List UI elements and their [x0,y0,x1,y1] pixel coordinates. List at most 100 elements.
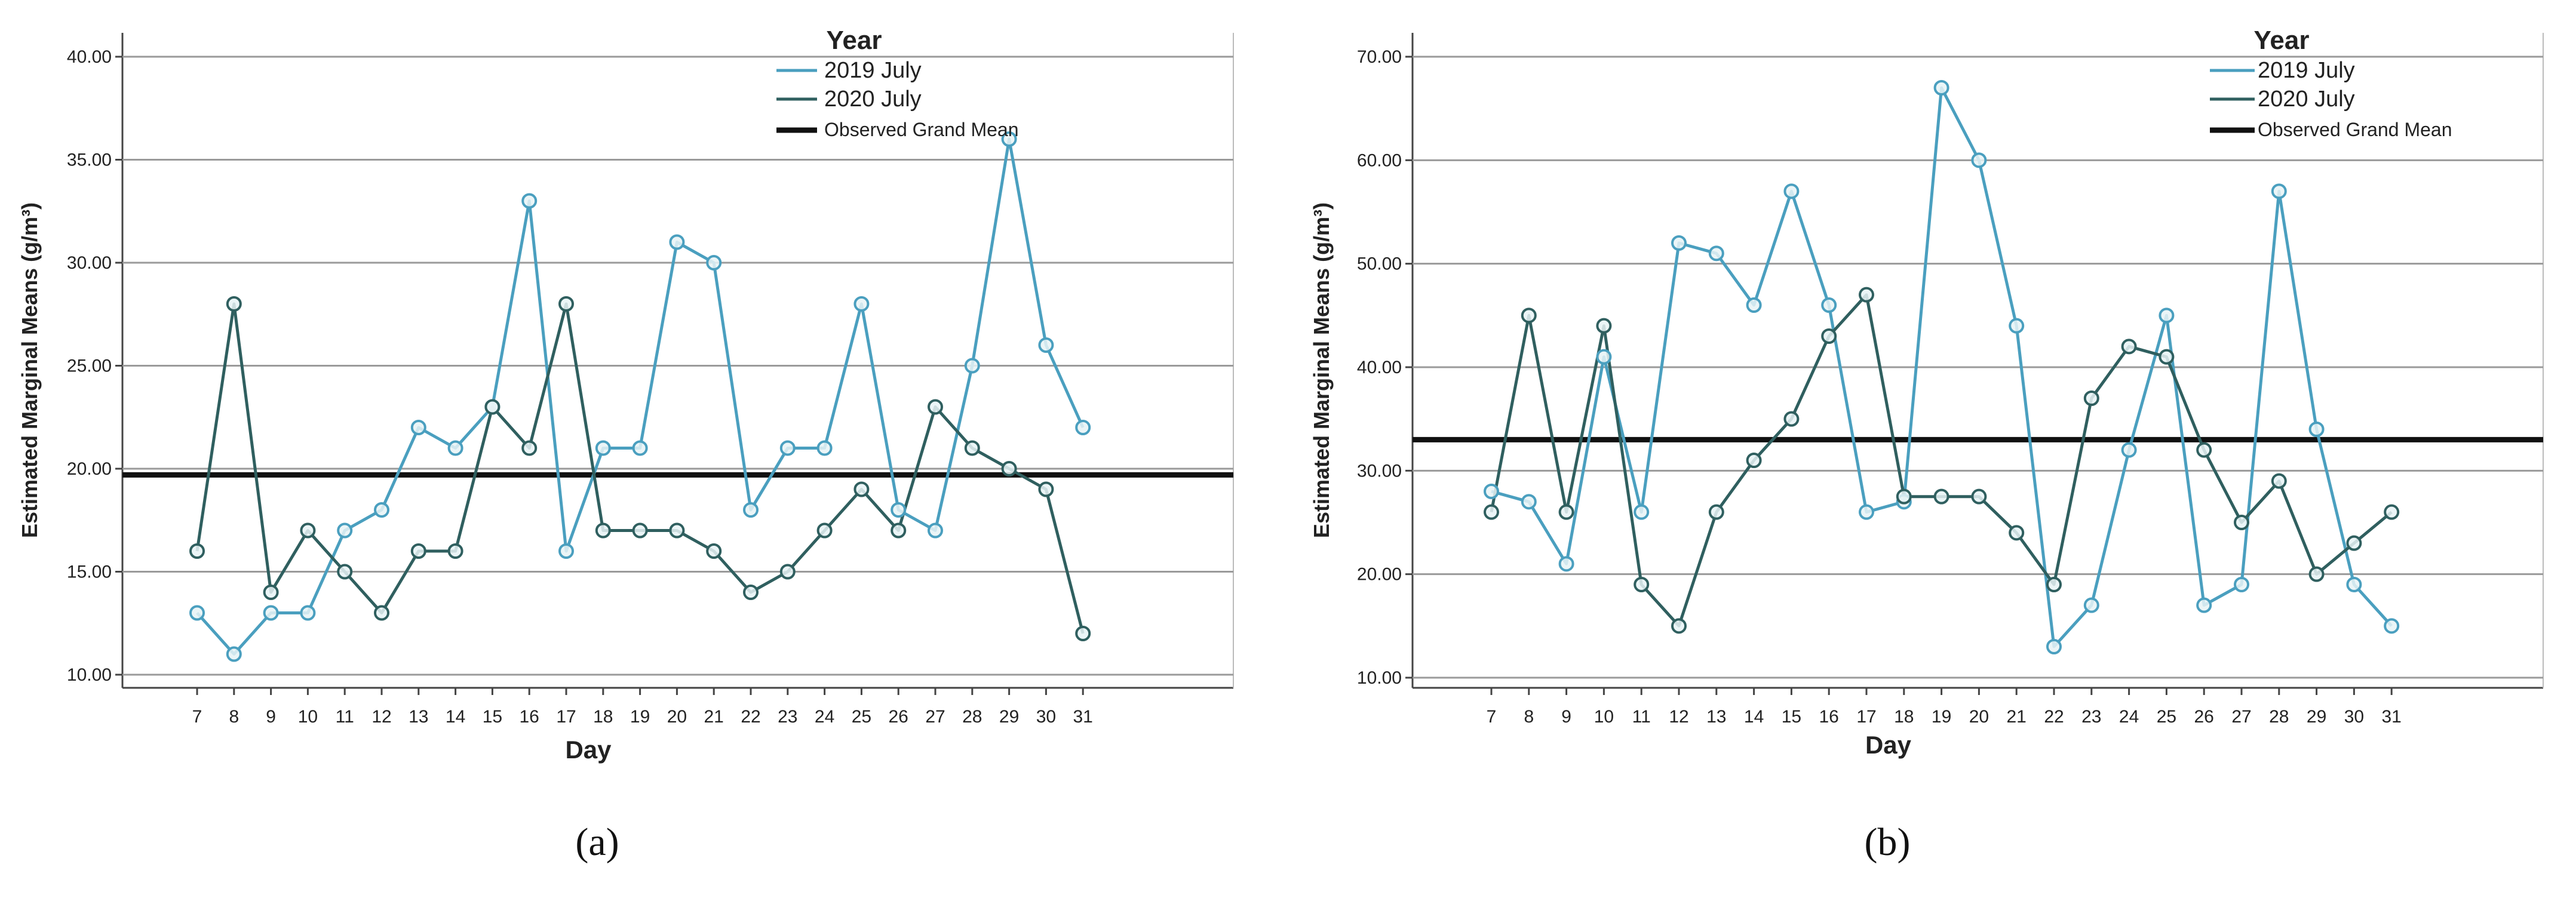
x-tick-label: 13 [1706,707,1726,727]
x-tick-label: 12 [1669,707,1688,727]
y-tick-label: 15.00 [67,562,112,582]
x-tick-label: 18 [593,707,613,727]
x-tick-label: 28 [2269,707,2289,727]
y-tick-label: 40.00 [1357,358,1402,377]
x-tick-label: 25 [2157,707,2176,727]
data-point-2020-july [2083,390,2099,406]
y-tick-label: 20.00 [1357,565,1402,585]
data-point-2020-july [853,481,870,497]
x-tick-label: 15 [1782,707,1801,727]
data-point-2020-july [484,399,501,415]
data-point-2019-july [410,420,426,435]
y-tick-label: 10.00 [1357,668,1402,688]
y-tick-label: 25.00 [67,356,112,376]
data-point-2020-july [779,564,796,580]
data-point-2019-july [2234,577,2249,592]
x-tick-label: 23 [778,707,797,727]
x-tick-label: 10 [298,707,318,727]
data-point-2020-july [1896,488,1912,505]
data-point-2019-july [337,522,353,539]
data-point-2020-july [226,296,242,312]
y-axis-title: Estimated Marginal Means (g/m³) [1309,202,1334,538]
x-tick-label: 7 [192,707,202,727]
x-tick-label: 25 [852,707,871,727]
x-tick-label: 26 [2194,707,2214,727]
data-point-2020-july [1038,481,1054,497]
data-point-2020-july [595,522,611,539]
legend-label: 2020 July [2258,87,2355,112]
data-point-2019-july [1634,504,1650,520]
x-tick-label: 8 [1524,707,1534,727]
data-point-2019-july [891,502,907,518]
data-point-2019-july [2159,307,2175,324]
y-tick-label: 50.00 [1357,254,1402,274]
x-tick-label: 7 [1487,707,1497,727]
y-tick-label: 30.00 [67,253,112,273]
legend-label: 2019 July [824,58,922,83]
data-point-2020-july [1859,287,1874,303]
data-point-2020-july [263,585,279,600]
data-point-2019-july [595,440,611,456]
data-point-2020-july [632,522,648,539]
x-tick-label: 29 [999,707,1019,727]
data-point-2020-july [1596,318,1612,334]
x-tick-label: 19 [1932,707,1951,727]
x-tick-label: 10 [1594,707,1614,727]
data-point-2019-july [2009,318,2025,334]
data-point-2020-july [2046,577,2062,592]
data-point-2019-july [2308,422,2325,437]
data-point-2019-july [263,605,279,621]
data-point-2019-july [1075,420,1091,435]
data-point-2020-july [1075,626,1091,641]
data-point-2019-july [447,440,463,456]
x-tick-label: 30 [2344,707,2364,727]
data-point-2020-july [374,605,389,621]
legend-title: Year [827,26,882,55]
x-axis-title: Day [565,736,612,764]
data-point-2019-july [2196,597,2212,613]
series-line-2019-july [196,137,1085,656]
data-point-2020-july [1484,504,1499,520]
y-tick-label: 60.00 [1357,150,1402,170]
y-tick-label: 10.00 [67,665,112,685]
data-point-2020-july [816,522,833,539]
data-point-2019-july [1484,484,1499,499]
x-tick-label: 16 [520,707,539,727]
data-point-2019-july [1001,131,1017,147]
data-point-2019-july [2121,442,2137,458]
data-point-2019-july [1558,556,1574,572]
y-tick-label: 40.00 [67,47,112,67]
x-tick-label: 17 [556,707,576,727]
data-point-2019-july [964,358,980,374]
data-point-2020-july [1821,328,1837,344]
legend-label: 2020 July [824,87,922,112]
data-point-2020-july [1001,461,1017,476]
x-tick-label: 30 [1036,707,1056,727]
x-tick-label: 24 [815,707,834,727]
x-tick-label: 12 [371,707,391,727]
data-point-2020-july [300,522,316,539]
data-point-2020-july [2159,349,2175,365]
data-point-2020-july [337,564,353,580]
data-point-2020-july [1558,504,1574,520]
x-tick-label: 31 [1073,707,1093,727]
x-tick-label: 9 [1561,707,1571,727]
y-tick-label: 70.00 [1357,47,1402,67]
x-tick-label: 28 [962,707,982,727]
data-point-2020-july [2384,504,2400,520]
data-point-2019-july [816,440,833,456]
data-point-2019-july [2046,639,2062,654]
data-point-2019-july [2346,577,2362,592]
data-point-2019-july [1746,297,1762,313]
x-tick-label: 19 [630,707,650,727]
legend-label: 2019 July [2258,58,2355,83]
y-tick-label: 30.00 [1357,461,1402,481]
data-point-2019-july [1821,297,1837,313]
x-tick-label: 11 [1632,707,1651,727]
data-point-2020-july [964,440,980,456]
data-point-2019-july [1671,235,1687,251]
data-point-2019-july [1521,494,1537,510]
data-point-2019-july [558,543,574,559]
data-point-2019-july [1971,152,1987,168]
